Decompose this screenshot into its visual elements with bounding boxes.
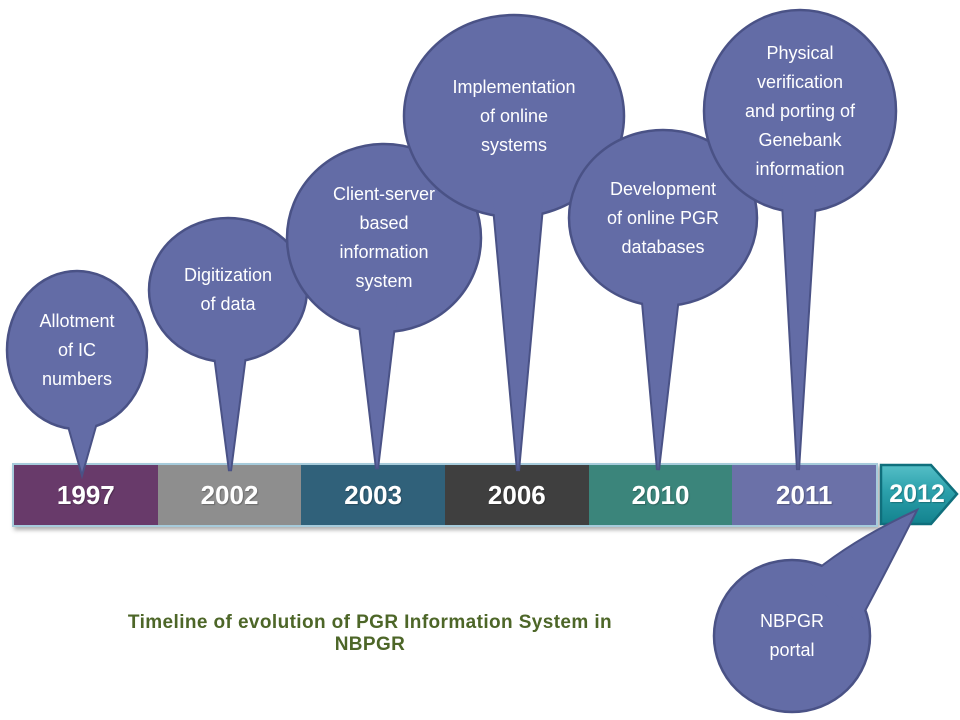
balloon-shape-2011 <box>702 8 898 471</box>
balloon-shape-1997 <box>5 269 149 480</box>
balloon-shape-2003 <box>285 142 483 470</box>
year-label-2002: 2002 <box>200 479 259 510</box>
balloon-label-online-pgr-databases: Development of online PGR databases <box>606 178 720 257</box>
balloon-shape-2006 <box>402 13 626 472</box>
balloon-shape-nbpgr-portal <box>712 507 920 714</box>
balloon-label-nbpgr-portal: NBPGR portal <box>759 611 824 660</box>
balloon-label-digitization-of-data: Digitization of data <box>183 265 273 314</box>
timeline-bar: 1997 2002 2003 2006 2010 2011 <box>12 463 878 527</box>
year-label-2010: 2010 <box>631 479 690 510</box>
bar-segment-2002: 2002 <box>157 465 302 525</box>
year-label-1997: 1997 <box>56 479 115 510</box>
balloon-label-online-systems: Implementation of online systems <box>452 76 576 155</box>
bar-segment-2011: 2011 <box>732 465 877 525</box>
bar-segment-2006: 2006 <box>445 465 589 525</box>
balloon-label-allotment-ic-numbers: Allotment of IC numbers <box>39 310 115 389</box>
balloon-shape-2010 <box>567 128 759 471</box>
balloon-label-genebank-information: Physical verification and porting of Gen… <box>744 42 856 179</box>
year-label-2012: 2012 <box>889 479 945 508</box>
balloon-label-client-server-system: Client-server based information system <box>332 184 436 291</box>
year-label-2006: 2006 <box>487 479 546 510</box>
bar-segment-2012: 2012 <box>884 466 950 522</box>
bar-segment-1997: 1997 <box>14 465 158 525</box>
bar-arrow-2012 <box>879 463 959 526</box>
balloon-shape-2002 <box>147 216 309 472</box>
year-label-2011: 2011 <box>775 479 833 510</box>
year-label-2003: 2003 <box>344 479 403 510</box>
bar-segment-2010: 2010 <box>588 465 733 525</box>
bar-segment-2003: 2003 <box>301 465 446 525</box>
slide-caption: Timeline of evolution of PGR Information… <box>127 612 613 655</box>
